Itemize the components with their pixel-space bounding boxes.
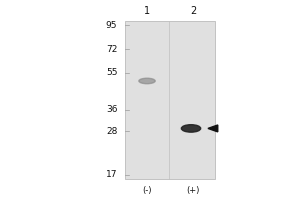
Text: 28: 28 bbox=[106, 127, 117, 136]
Text: 55: 55 bbox=[106, 68, 117, 77]
Text: 95: 95 bbox=[106, 21, 117, 30]
Polygon shape bbox=[208, 125, 218, 132]
Text: (-): (-) bbox=[142, 186, 152, 195]
Text: 17: 17 bbox=[106, 170, 117, 179]
Ellipse shape bbox=[182, 125, 201, 132]
Text: 2: 2 bbox=[190, 6, 196, 16]
Text: (+): (+) bbox=[186, 186, 200, 195]
Ellipse shape bbox=[139, 78, 155, 84]
Bar bbox=[125, 21, 215, 179]
Text: 72: 72 bbox=[106, 45, 117, 54]
Text: 36: 36 bbox=[106, 105, 117, 114]
Text: 1: 1 bbox=[144, 6, 150, 16]
